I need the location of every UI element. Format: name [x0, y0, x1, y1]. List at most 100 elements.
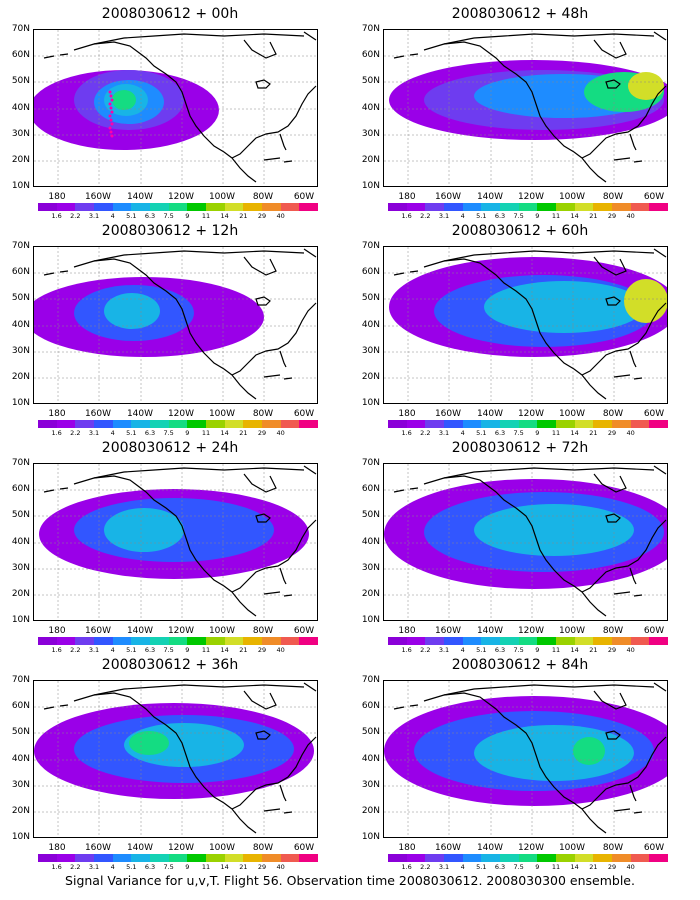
- latitude-tick-label: 10N: [11, 398, 30, 408]
- colorbar-label: 5.1: [476, 646, 487, 654]
- colorbar-swatch: [150, 854, 169, 862]
- colorbar-swatch: [630, 420, 650, 428]
- longitude-tick-label: 100W: [208, 843, 236, 853]
- longitude-tick-label: 160W: [434, 626, 462, 636]
- longitude-tick-label: 120W: [167, 843, 195, 853]
- latitude-tick-label: 40N: [11, 754, 30, 764]
- colorbar-label: 7.5: [513, 429, 524, 437]
- colorbar-swatch: [481, 854, 501, 862]
- colorbar-label: 11: [201, 863, 211, 871]
- latitude-tick-label: 60N: [361, 267, 380, 277]
- colorbar-swatch: [444, 637, 463, 645]
- colorbar-swatch: [299, 854, 319, 862]
- map-panel: 2008030612 + 00h 70N 60N 50N 40N 30N 20N 10N 180…: [0, 0, 340, 220]
- colorbar-label: 40: [276, 429, 285, 437]
- colorbar-label: 3.1: [88, 863, 100, 871]
- colorbar-swatch: [593, 854, 613, 862]
- map-panel: 2008030612 + 72h 70N 60N 50N 40N 30N 20N 10N 180…: [350, 434, 690, 654]
- latitude-tick-label: 60N: [361, 50, 380, 60]
- colorbar-label: 3.1: [88, 212, 100, 220]
- colorbar-label: 9: [185, 863, 190, 871]
- colorbar-swatch: [38, 637, 57, 645]
- colorbar-label: 11: [201, 212, 211, 220]
- latitude-tick-label: 30N: [361, 563, 380, 573]
- colorbar-label: 29: [607, 212, 617, 220]
- colorbar-label: 7.5: [513, 863, 524, 871]
- colorbar-label: 5.1: [476, 863, 487, 871]
- colorbar-label: 40: [626, 212, 635, 220]
- colorbar-label: 11: [201, 646, 211, 654]
- colorbar-swatch: [206, 420, 225, 428]
- colorbar-swatch: [206, 854, 225, 862]
- colorbar-label: 14: [570, 646, 579, 654]
- colorbar-swatch: [187, 203, 207, 211]
- latitude-tick-label: 30N: [11, 780, 30, 790]
- colorbar-swatch: [38, 203, 57, 211]
- colorbar-label: 11: [551, 646, 561, 654]
- longitude-tick-label: 160W: [84, 409, 112, 419]
- colorbar-swatch: [425, 854, 445, 862]
- longitude-tick-label: 160W: [84, 843, 112, 853]
- colorbar-swatch: [112, 420, 132, 428]
- colorbar: [388, 203, 669, 211]
- latitude-tick-label: 50N: [11, 76, 30, 86]
- map-area: [33, 246, 318, 404]
- colorbar-swatch: [112, 854, 132, 862]
- colorbar-swatch: [243, 203, 263, 211]
- latitude-tick-label: 70N: [361, 675, 380, 685]
- longitude-tick-label: 160W: [84, 626, 112, 636]
- longitude-tick-label: 180: [48, 626, 66, 636]
- colorbar-label: 5.1: [126, 863, 137, 871]
- latitude-tick-label: 60N: [11, 267, 30, 277]
- map-area: [33, 29, 318, 187]
- colorbar-swatch: [462, 854, 482, 862]
- colorbar-label: 14: [220, 429, 229, 437]
- colorbar-swatch: [649, 203, 669, 211]
- colorbar-label: 11: [551, 212, 561, 220]
- colorbar-swatch: [224, 420, 244, 428]
- colorbar-label: 6.3: [144, 212, 156, 220]
- colorbar-label: 14: [220, 212, 229, 220]
- colorbar-swatch: [444, 420, 463, 428]
- longitude-tick-label: 140W: [476, 409, 504, 419]
- colorbar-label: 1.6: [51, 646, 62, 654]
- map-area: [383, 246, 668, 404]
- latitude-tick-label: 10N: [361, 398, 380, 408]
- longitude-tick-label: 60W: [643, 192, 665, 202]
- colorbar-swatch: [280, 203, 300, 211]
- longitude-tick-label: 60W: [293, 192, 315, 202]
- colorbar-swatch: [56, 203, 76, 211]
- colorbar-label: 5.1: [126, 429, 137, 437]
- colorbar-swatch: [500, 637, 519, 645]
- longitude-tick-label: 80W: [252, 626, 274, 636]
- colorbar-swatch: [649, 637, 669, 645]
- colorbar-labels: 1.6 2.2 3.1 4 5.1 6.3 7.5 9 11 14 21 29 40: [388, 863, 668, 871]
- colorbar-swatch: [518, 420, 538, 428]
- colorbar-swatch: [612, 203, 631, 211]
- colorbar-swatch: [406, 637, 426, 645]
- latitude-tick-label: 10N: [361, 181, 380, 191]
- colorbar-swatch: [388, 420, 407, 428]
- colorbar-swatch: [444, 203, 463, 211]
- colorbar-swatch: [481, 203, 501, 211]
- colorbar-swatch: [500, 420, 519, 428]
- colorbar-swatch: [280, 854, 300, 862]
- colorbar-labels: 1.6 2.2 3.1 4 5.1 6.3 7.5 9 11 14 21 29 40: [38, 429, 318, 437]
- colorbar-swatch: [500, 203, 519, 211]
- colorbar-swatch: [262, 637, 281, 645]
- map-panel: 2008030612 + 60h 70N 60N 50N 40N 30N 20N 10N 180…: [350, 217, 690, 437]
- map-panel: 2008030612 + 24h 70N 60N 50N 40N 30N 20N 10N 180…: [0, 434, 340, 654]
- longitude-tick-label: 180: [48, 409, 66, 419]
- colorbar: [38, 854, 319, 862]
- colorbar-label: 40: [276, 212, 285, 220]
- colorbar-swatch: [262, 854, 281, 862]
- colorbar-label: 29: [257, 429, 267, 437]
- colorbar-label: 11: [551, 863, 561, 871]
- map-panel: 2008030612 + 12h 70N 60N 50N 40N 30N 20N 10N 180…: [0, 217, 340, 437]
- colorbar-label: 14: [570, 863, 579, 871]
- colorbar-swatch: [649, 854, 669, 862]
- longitude-tick-label: 140W: [126, 192, 154, 202]
- colorbar-swatch: [612, 854, 631, 862]
- colorbar-swatch: [612, 637, 631, 645]
- colorbar-swatch: [131, 637, 151, 645]
